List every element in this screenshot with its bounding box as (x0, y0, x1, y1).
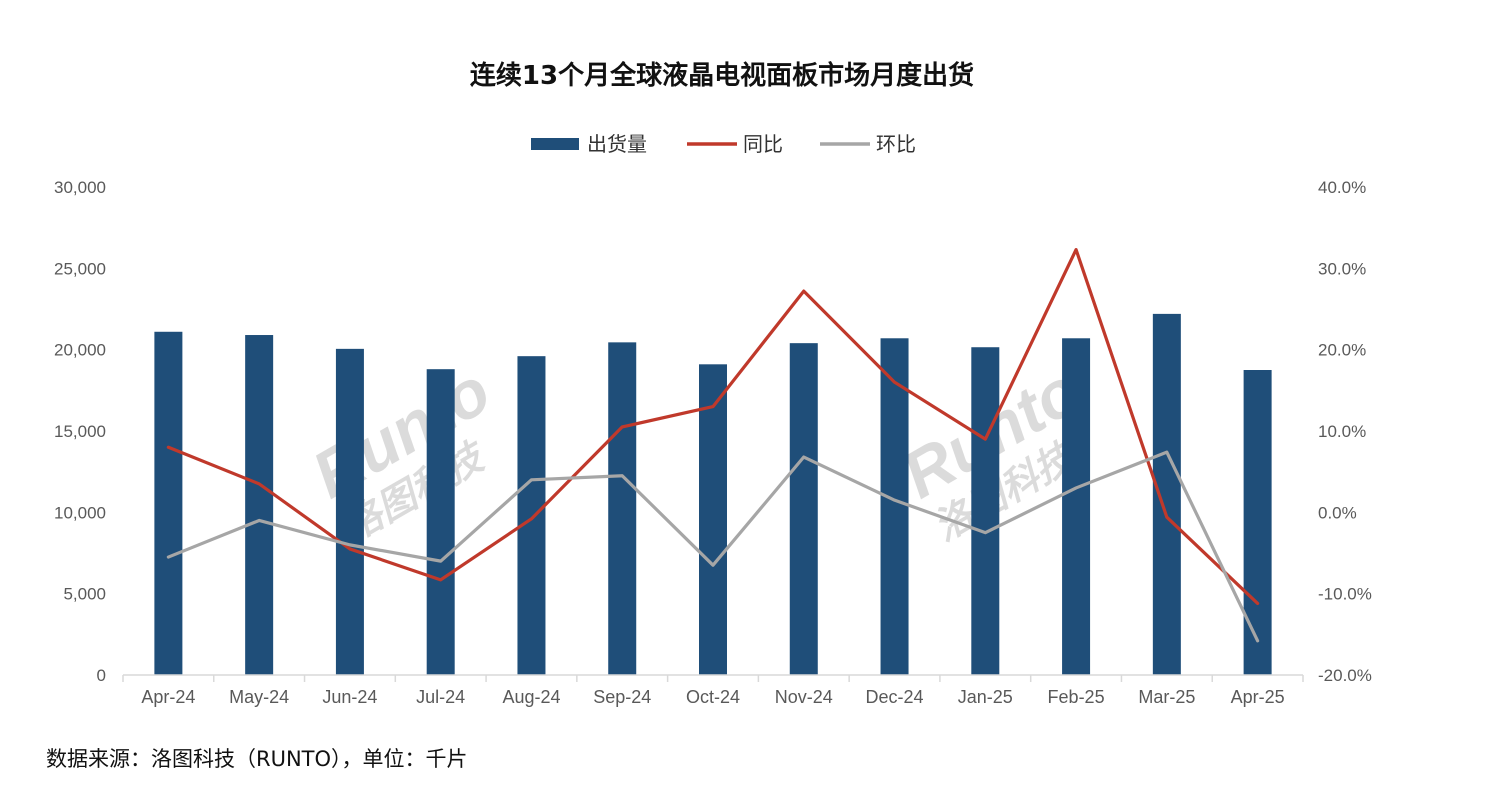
left-tick-label: 0 (97, 666, 106, 685)
chart-title: 连续13个月全球液晶电视面板市场月度出货 (470, 60, 974, 91)
category-label: Feb-25 (1048, 687, 1105, 707)
right-tick-label: 40.0% (1318, 178, 1366, 197)
left-tick-label: 20,000 (54, 341, 106, 360)
category-label: Oct-24 (686, 687, 740, 707)
left-tick-label: 10,000 (54, 503, 106, 522)
legend-item-出货量: 出货量 (531, 132, 647, 156)
right-tick-label: 30.0% (1318, 259, 1366, 278)
left-tick-label: 15,000 (54, 422, 106, 441)
legend-item-环比: 环比 (820, 132, 916, 156)
left-axis: 0 5,000 10,000 15,000 20,000 25,000 30,000 (54, 178, 106, 685)
bar-Nov-24 (789, 343, 818, 675)
legend-swatch (531, 138, 579, 150)
bars (154, 313, 1272, 675)
bar-Apr-24 (154, 331, 183, 675)
category-label: Nov-24 (775, 687, 833, 707)
legend-label: 同比 (743, 132, 783, 156)
left-tick-label: 30,000 (54, 178, 106, 197)
bar-Jul-24 (426, 369, 455, 675)
bar-Dec-24 (880, 338, 909, 675)
right-tick-label: 0.0% (1318, 503, 1357, 522)
right-tick-label: 20.0% (1318, 341, 1366, 360)
bar-Feb-25 (1062, 338, 1091, 675)
line-同比 (166, 248, 1260, 606)
left-tick-label: 5,000 (63, 585, 106, 604)
category-label: Jan-25 (958, 687, 1013, 707)
legend-label: 环比 (876, 132, 916, 156)
bar-Oct-24 (699, 364, 727, 675)
bar-Mar-25 (1152, 313, 1181, 675)
category-label: May-24 (229, 687, 289, 707)
legend-label: 出货量 (587, 132, 647, 156)
category-label: Dec-24 (866, 687, 924, 707)
legend-item-同比: 同比 (687, 132, 783, 156)
line-环比 (166, 450, 1260, 643)
right-tick-label: -10.0% (1318, 585, 1372, 604)
source-note: 数据来源：洛图科技（RUNTO），单位：千片 (46, 747, 468, 771)
category-label: Jun-24 (322, 687, 377, 707)
right-tick-label: 10.0% (1318, 422, 1366, 441)
category-label: Sep-24 (593, 687, 651, 707)
bar-Sep-24 (608, 342, 637, 675)
lines (166, 248, 1260, 643)
bar-Aug-24 (517, 356, 546, 675)
category-label: Apr-24 (141, 687, 195, 707)
bar-Jan-25 (971, 347, 1000, 675)
bar-Jun-24 (335, 348, 364, 675)
category-label: Mar-25 (1138, 687, 1195, 707)
right-axis: -20.0% -10.0% 0.0% 10.0% 20.0% 30.0% 40.0% (1318, 178, 1372, 685)
category-label: Jul-24 (416, 687, 465, 707)
legend: 出货量 同比 环比 (531, 132, 916, 156)
category-label: Apr-25 (1231, 687, 1285, 707)
right-tick-label: -20.0% (1318, 666, 1372, 685)
bar-May-24 (245, 335, 274, 675)
x-axis: Apr-24 May-24 Jun-24 Jul-24 Aug-24 Sep-24 Oct-… (122, 674, 1304, 707)
category-label: Aug-24 (502, 687, 560, 707)
watermark-1: Runto 洛图科技 (300, 353, 502, 550)
bar-Apr-25 (1243, 370, 1272, 675)
left-tick-label: 25,000 (54, 259, 106, 278)
